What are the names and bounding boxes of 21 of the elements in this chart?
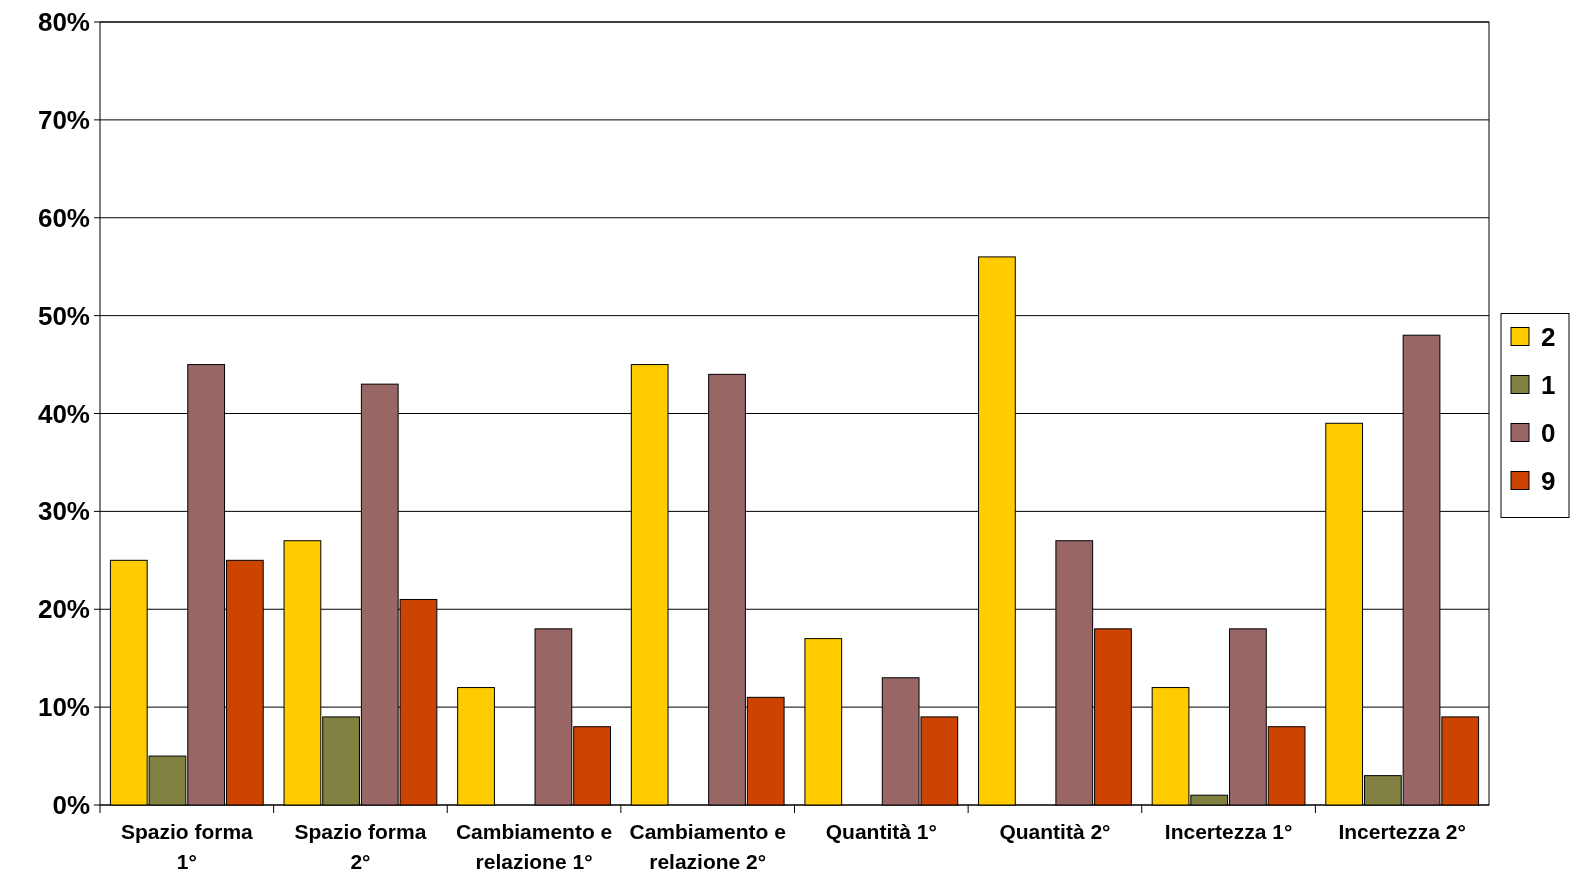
x-tick-label: Cambiamento e relazione 2° <box>629 820 786 873</box>
legend-label: 1 <box>1541 369 1556 400</box>
x-tick-label: Quantità 2° <box>999 820 1111 843</box>
y-tick-label: 80% <box>37 7 90 38</box>
legend-label: 9 <box>1541 465 1556 496</box>
x-tick-label: Quantità 1° <box>825 820 937 843</box>
y-tick-label: 60% <box>37 202 90 233</box>
x-tick-label: Incertezza 2° <box>1338 820 1466 843</box>
legend-label: 0 <box>1541 417 1556 448</box>
y-tick-label: 20% <box>37 594 90 625</box>
y-tick-label: 70% <box>37 104 90 135</box>
y-tick-label: 40% <box>37 398 90 429</box>
y-tick-label: 0% <box>52 790 90 821</box>
legend-label: 2 <box>1541 321 1556 352</box>
y-tick-label: 50% <box>37 300 90 331</box>
x-tick-label: Spazio forma 1° <box>120 820 254 873</box>
y-tick-label: 10% <box>37 692 90 723</box>
y-tick-label: 30% <box>37 496 90 527</box>
x-tick-label: Spazio forma 2° <box>294 820 427 873</box>
x-tick-label: Incertezza 1° <box>1164 820 1293 843</box>
x-tick-label: Cambiamento e relazione 1° <box>455 820 613 873</box>
